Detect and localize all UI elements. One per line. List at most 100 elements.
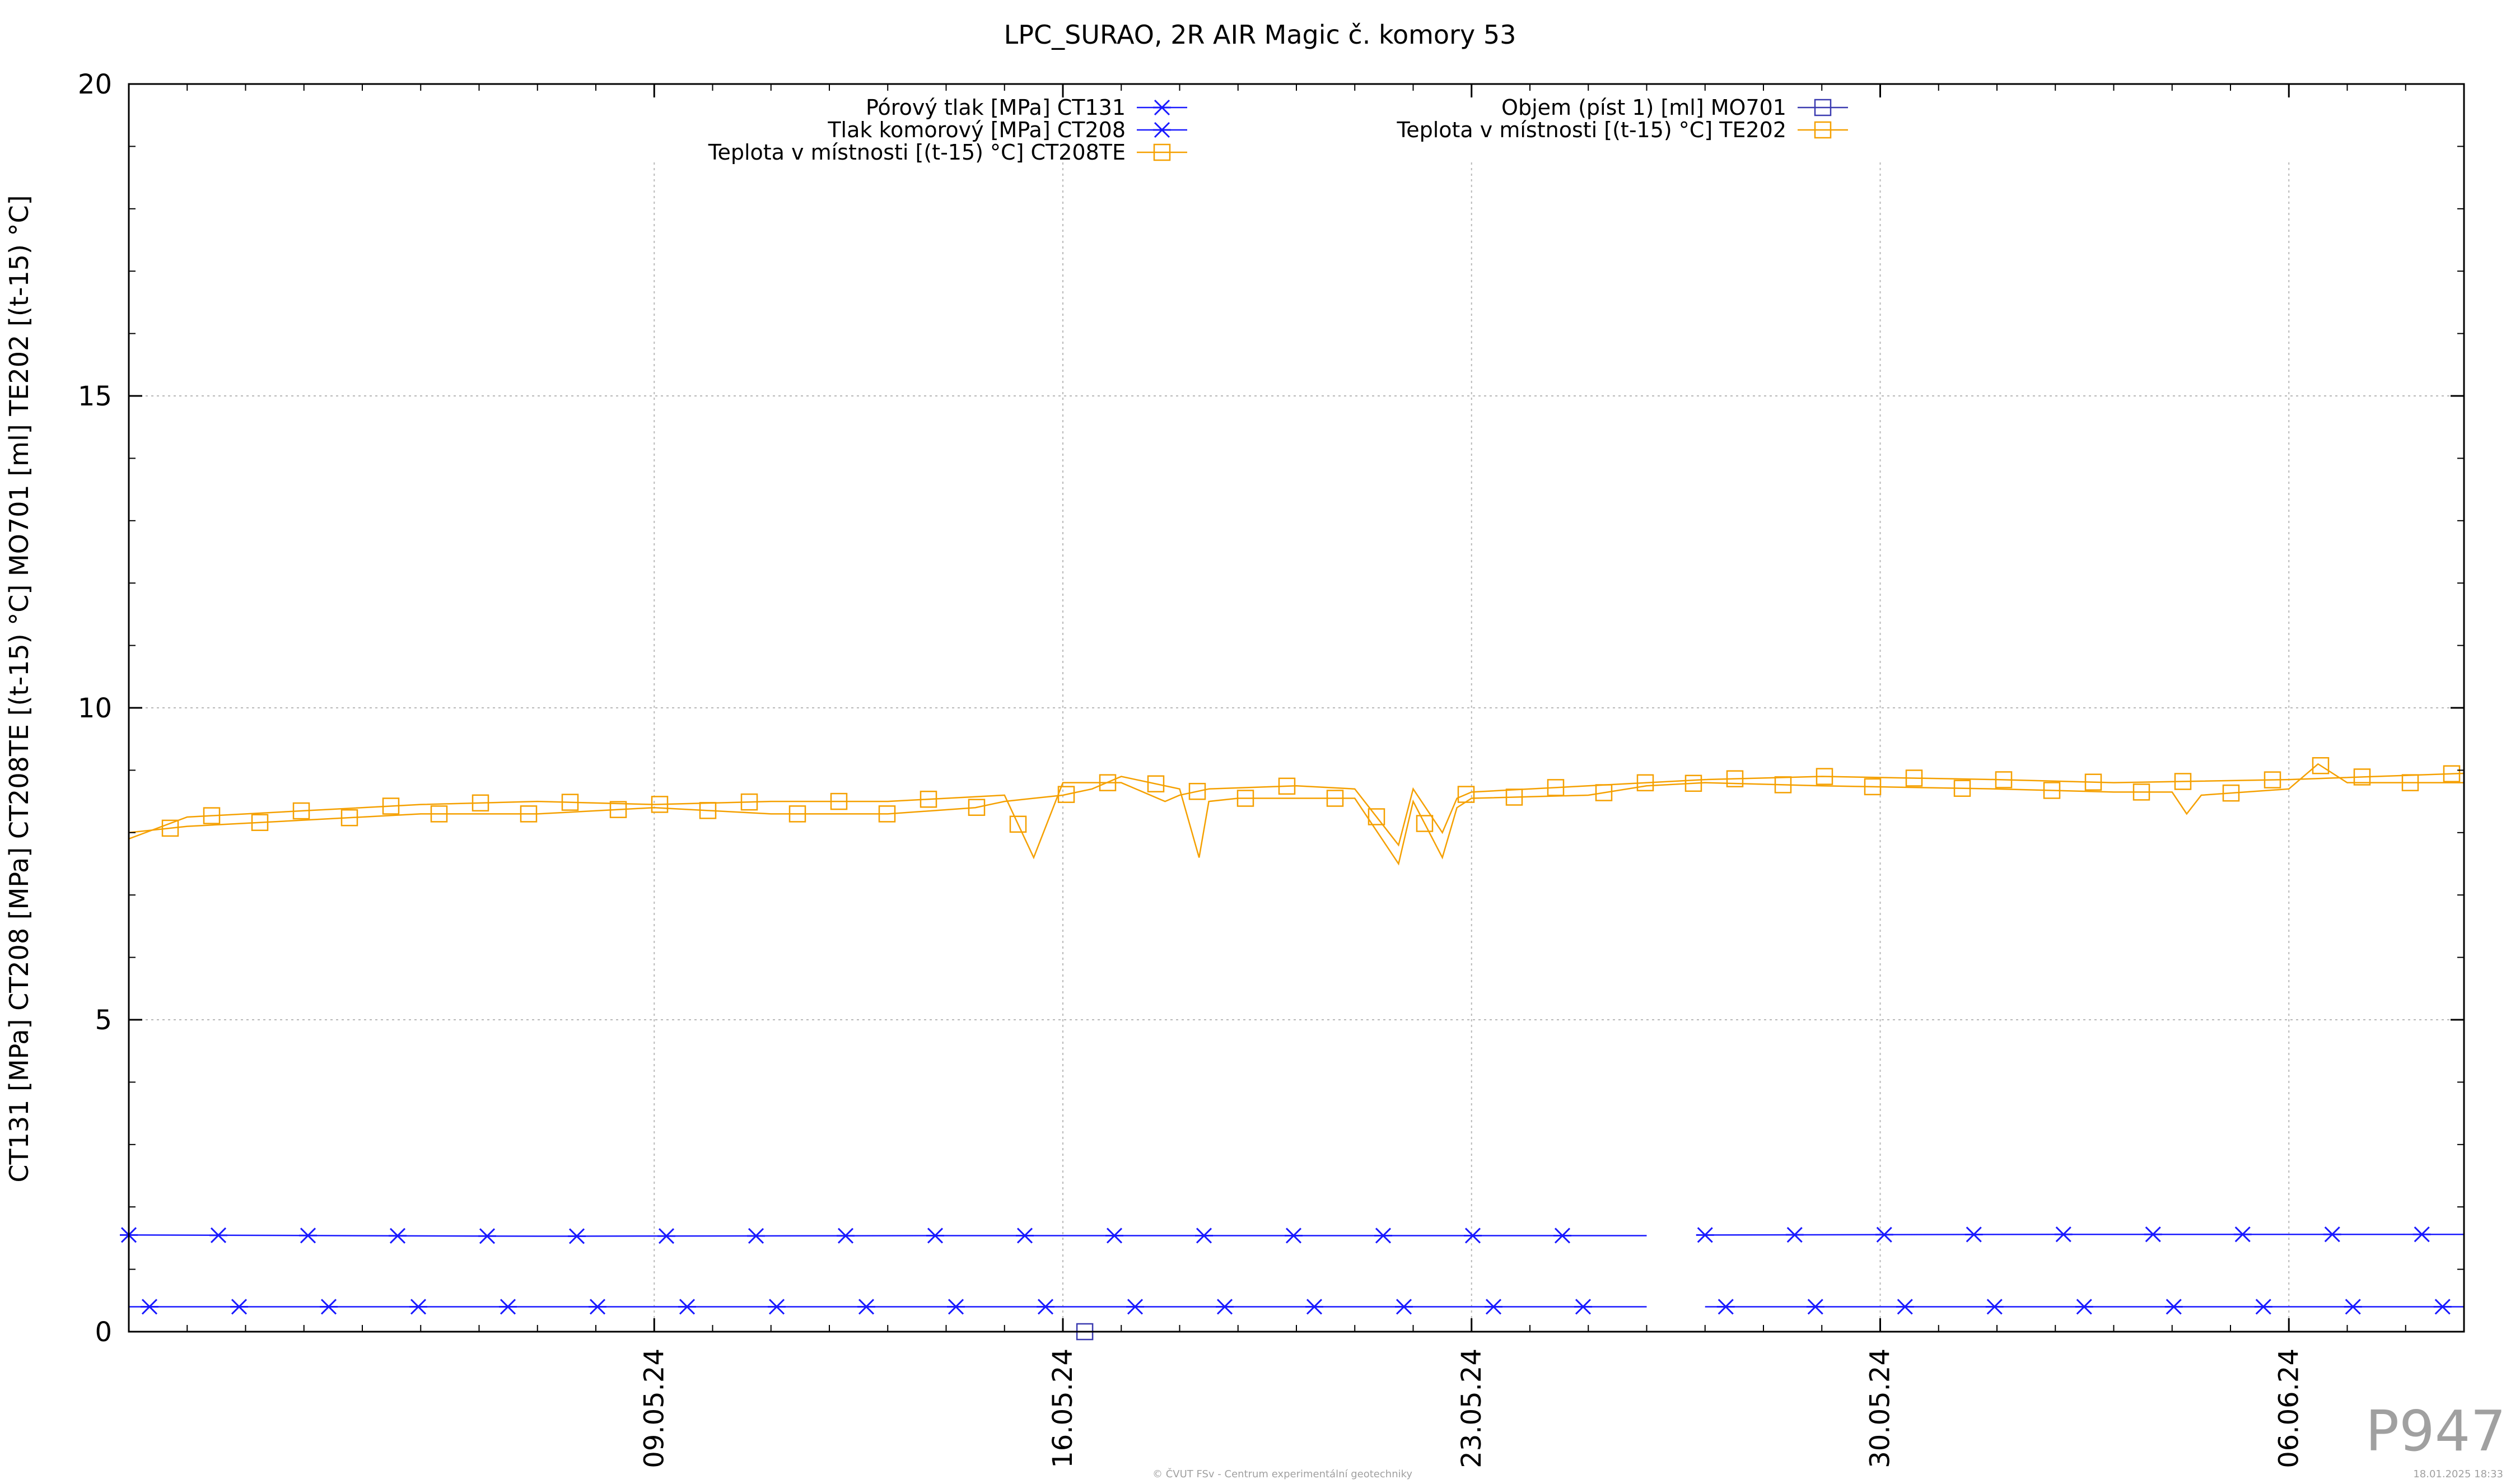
data-point — [340, 809, 358, 827]
marker-stroke — [210, 1227, 227, 1243]
data-point — [2323, 1226, 2341, 1243]
data-point — [1374, 1228, 1392, 1244]
x-tick-label: 06.06.24 — [2273, 1348, 2304, 1468]
series-line — [128, 1234, 1647, 1237]
data-point — [1864, 778, 1882, 796]
y-tick-label: 15 — [78, 381, 112, 412]
marker-stroke — [1718, 1299, 1734, 1315]
footer-credit: © ČVUT FSv - Centrum experimentální geot… — [1152, 1468, 1412, 1480]
marker-stroke — [658, 1228, 675, 1244]
data-point — [1326, 790, 1344, 807]
data-point — [161, 819, 179, 837]
marker-stroke — [141, 1299, 158, 1315]
series-line — [128, 772, 2465, 860]
marker-stroke — [1127, 1299, 1144, 1315]
marker-stroke — [1306, 1299, 1323, 1315]
y-tick-label: 0 — [95, 1317, 112, 1348]
series-line — [128, 763, 2464, 866]
marker-stroke — [231, 1299, 248, 1315]
data-point — [1016, 1228, 1034, 1244]
data-point — [1964, 1226, 1983, 1243]
watermark: P947 — [2365, 1398, 2506, 1464]
data-point — [1574, 1299, 1592, 1315]
data-point — [1816, 768, 1833, 785]
data-point — [2132, 783, 2150, 801]
data-point — [837, 1228, 855, 1244]
data-point — [1037, 1299, 1054, 1315]
data-point — [830, 792, 848, 810]
marker-stroke — [1375, 1228, 1392, 1244]
y-tick-label: 20 — [78, 69, 112, 100]
data-point — [947, 1299, 965, 1315]
marker-stroke — [837, 1228, 854, 1244]
marker-stroke — [410, 1299, 427, 1315]
data-point — [320, 1299, 338, 1315]
legend-marker-0 — [1153, 99, 1171, 116]
marker-stroke — [858, 1299, 875, 1315]
data-point — [2164, 1299, 2183, 1315]
marker-stroke — [1966, 1226, 1982, 1243]
data-point — [2144, 1226, 2162, 1243]
series-2 — [128, 757, 2464, 866]
series-4 — [128, 765, 2465, 860]
data-point — [878, 805, 896, 823]
marker-stroke — [1575, 1299, 1592, 1315]
data-point — [1716, 1299, 1735, 1315]
legend-label-4: Teplota v místnosti [(t-15) °C] TE202 — [1396, 118, 1786, 142]
data-point — [657, 1228, 675, 1244]
data-point — [857, 1299, 875, 1315]
data-point — [2222, 784, 2240, 802]
data-point — [1099, 774, 1117, 791]
data-point — [1636, 774, 1654, 792]
marker-stroke — [1807, 1299, 1823, 1315]
data-point — [1147, 775, 1165, 792]
data-point — [2054, 1226, 2073, 1243]
marker-stroke — [589, 1299, 606, 1315]
data-point — [1188, 782, 1206, 800]
plot-frame — [128, 83, 2465, 1333]
data-point — [568, 1228, 586, 1244]
data-point — [609, 801, 627, 818]
data-point — [1696, 1227, 1714, 1243]
data-point — [1896, 1299, 1914, 1315]
marker-stroke — [1396, 1299, 1412, 1315]
data-point — [1905, 769, 1923, 787]
data-point — [740, 793, 758, 811]
data-point — [1684, 774, 1702, 792]
legend-label-1: Tlak komorový [MPa] CT208 — [827, 118, 1126, 142]
data-point — [1995, 771, 2013, 788]
data-point — [230, 1299, 248, 1315]
data-point — [1305, 1299, 1323, 1315]
data-point — [382, 797, 400, 815]
data-point — [2075, 1299, 2093, 1315]
data-point — [203, 807, 221, 824]
data-point — [520, 805, 538, 823]
data-point — [2312, 757, 2330, 774]
data-point — [1216, 1299, 1234, 1315]
data-point — [251, 814, 269, 831]
marker-stroke — [1464, 1228, 1481, 1244]
data-point — [1416, 815, 1434, 832]
data-point — [2174, 773, 2192, 790]
marker-stroke — [1154, 99, 1170, 116]
marker-stroke — [1196, 1228, 1212, 1244]
marker-stroke — [1697, 1227, 1713, 1243]
data-point — [2353, 768, 2371, 786]
series-line — [1705, 1233, 2464, 1236]
data-point — [1368, 808, 1385, 825]
marker-stroke — [568, 1228, 585, 1244]
legend-marker-3 — [1814, 99, 1832, 116]
marker-stroke — [927, 1228, 944, 1244]
marker-stroke — [2324, 1226, 2340, 1243]
data-point — [1126, 1299, 1144, 1315]
y-tick-label: 10 — [78, 693, 112, 724]
marker-stroke — [2145, 1226, 2161, 1243]
marker-stroke — [1485, 1299, 1502, 1315]
marker-stroke — [500, 1299, 516, 1315]
data-point — [2084, 773, 2102, 791]
data-point — [678, 1299, 696, 1315]
data-point — [2412, 1226, 2431, 1243]
marker-stroke — [1554, 1228, 1571, 1244]
data-point — [561, 794, 579, 811]
marker-stroke — [1285, 1228, 1302, 1244]
